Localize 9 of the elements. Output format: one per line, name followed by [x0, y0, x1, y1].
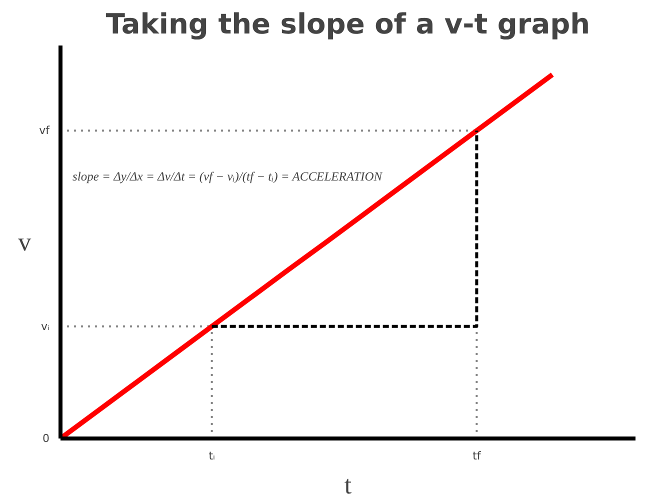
annotation: 0 [42, 432, 50, 445]
x-axis-title: t [344, 470, 352, 500]
x-tick-label: tᵢ [208, 450, 216, 462]
annotation: slope = Δy/Δx = Δv/Δt = (vf − vᵢ)/(tf − tᵢ) = ACCELERATION [72, 170, 383, 184]
chart-title: Taking the slope of a v-t graph [106, 8, 590, 40]
ref-line-label: vᵢ [41, 320, 50, 333]
x-tick-label: tf [472, 450, 482, 462]
ref-line-label: vf [39, 124, 51, 138]
y-axis-title: v [18, 228, 32, 256]
